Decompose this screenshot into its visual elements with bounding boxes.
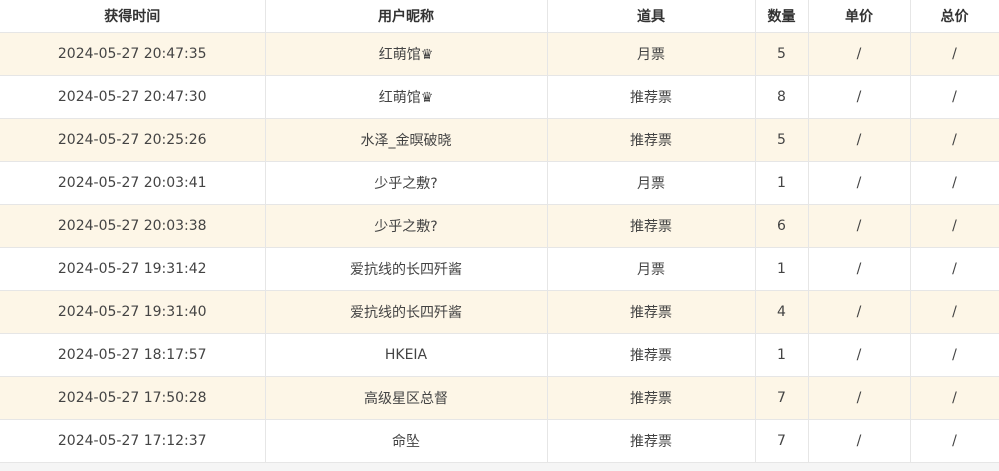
cell-quantity: 1 <box>755 333 809 377</box>
cell-item: 月票 <box>547 161 756 205</box>
cell-nickname: 红萌馆♛ <box>265 32 548 76</box>
header-unit-price: 单价 <box>808 0 911 33</box>
cell-time: 2024-05-27 17:12:37 <box>0 419 266 463</box>
cell-quantity: 8 <box>755 75 809 119</box>
cell-nickname: 红萌馆♛ <box>265 75 548 119</box>
cell-unit-price: / <box>808 118 911 162</box>
table-row: 2024-05-27 17:12:37 命坠 推荐票 7// <box>0 419 999 463</box>
cell-total-price: / <box>910 376 999 420</box>
table-row: 2024-05-27 20:47:35 红萌馆♛ 月票 5// <box>0 32 999 76</box>
cell-item: 推荐票 <box>547 376 756 420</box>
cell-unit-price: / <box>808 204 911 248</box>
cell-total-price: / <box>910 419 999 463</box>
cell-item: 月票 <box>547 247 756 291</box>
cell-unit-price: / <box>808 161 911 205</box>
cell-item: 月票 <box>547 32 756 76</box>
table-row: 2024-05-27 20:47:30 红萌馆♛ 推荐票 8// <box>0 75 999 119</box>
cell-nickname: 爱抗线的长四歼酱 <box>265 247 548 291</box>
table-row: 2024-05-27 20:25:26 水泽_金暝破晓 推荐票 5// <box>0 118 999 162</box>
cell-total-price: / <box>910 32 999 76</box>
cell-unit-price: / <box>808 290 911 334</box>
cell-total-price: / <box>910 333 999 377</box>
table-row: 2024-05-27 19:31:42 爱抗线的长四歼酱 月票 1// <box>0 247 999 291</box>
cell-item: 推荐票 <box>547 333 756 377</box>
cell-item: 推荐票 <box>547 204 756 248</box>
cell-item: 推荐票 <box>547 419 756 463</box>
header-quantity: 数量 <box>755 0 809 33</box>
cell-nickname: 水泽_金暝破晓 <box>265 118 548 162</box>
cell-unit-price: / <box>808 247 911 291</box>
cell-item: 推荐票 <box>547 290 756 334</box>
cell-time: 2024-05-27 17:50:28 <box>0 376 266 420</box>
header-total-price: 总价 <box>910 0 999 33</box>
table-row: 2024-05-27 19:31:40 爱抗线的长四歼酱 推荐票 4// <box>0 290 999 334</box>
cell-time: 2024-05-27 20:47:35 <box>0 32 266 76</box>
cell-time: 2024-05-27 20:25:26 <box>0 118 266 162</box>
cell-total-price: / <box>910 118 999 162</box>
cell-total-price: / <box>910 290 999 334</box>
cell-quantity: 4 <box>755 290 809 334</box>
table-row: 2024-05-27 17:50:28 高级星区总督 推荐票 7// <box>0 376 999 420</box>
cell-nickname: HKEIA <box>265 333 548 377</box>
cell-time: 2024-05-27 19:31:42 <box>0 247 266 291</box>
cell-total-price: / <box>910 204 999 248</box>
cell-time: 2024-05-27 18:17:57 <box>0 333 266 377</box>
cell-item: 推荐票 <box>547 75 756 119</box>
cell-quantity: 6 <box>755 204 809 248</box>
header-nickname: 用户昵称 <box>265 0 548 33</box>
table-row: 2024-05-27 20:03:41 少乎之敷? 月票 1// <box>0 161 999 205</box>
cell-total-price: / <box>910 161 999 205</box>
cell-total-price: / <box>910 247 999 291</box>
cell-time: 2024-05-27 19:31:40 <box>0 290 266 334</box>
cell-nickname: 命坠 <box>265 419 548 463</box>
cell-time: 2024-05-27 20:03:38 <box>0 204 266 248</box>
cell-unit-price: / <box>808 376 911 420</box>
cell-unit-price: / <box>808 419 911 463</box>
cell-time: 2024-05-27 20:03:41 <box>0 161 266 205</box>
cell-total-price: / <box>910 75 999 119</box>
header-time: 获得时间 <box>0 0 266 33</box>
cell-nickname: 高级星区总督 <box>265 376 548 420</box>
cell-quantity: 1 <box>755 161 809 205</box>
table-row: 2024-05-27 18:17:57 HKEIA 推荐票 1// <box>0 333 999 377</box>
cell-nickname: 爱抗线的长四歼酱 <box>265 290 548 334</box>
cell-time: 2024-05-27 20:47:30 <box>0 75 266 119</box>
cell-unit-price: / <box>808 75 911 119</box>
cell-nickname: 少乎之敷? <box>265 161 548 205</box>
table-header: 获得时间 用户昵称 道具 数量 单价 总价 <box>0 0 999 33</box>
cell-unit-price: / <box>808 32 911 76</box>
cell-quantity: 7 <box>755 376 809 420</box>
cell-item: 推荐票 <box>547 118 756 162</box>
cell-quantity: 1 <box>755 247 809 291</box>
cell-quantity: 5 <box>755 118 809 162</box>
table-row: 2024-05-27 20:03:38 少乎之敷? 推荐票 6// <box>0 204 999 248</box>
cell-nickname: 少乎之敷? <box>265 204 548 248</box>
cell-quantity: 5 <box>755 32 809 76</box>
header-item: 道具 <box>547 0 756 33</box>
cell-quantity: 7 <box>755 419 809 463</box>
cell-unit-price: / <box>808 333 911 377</box>
